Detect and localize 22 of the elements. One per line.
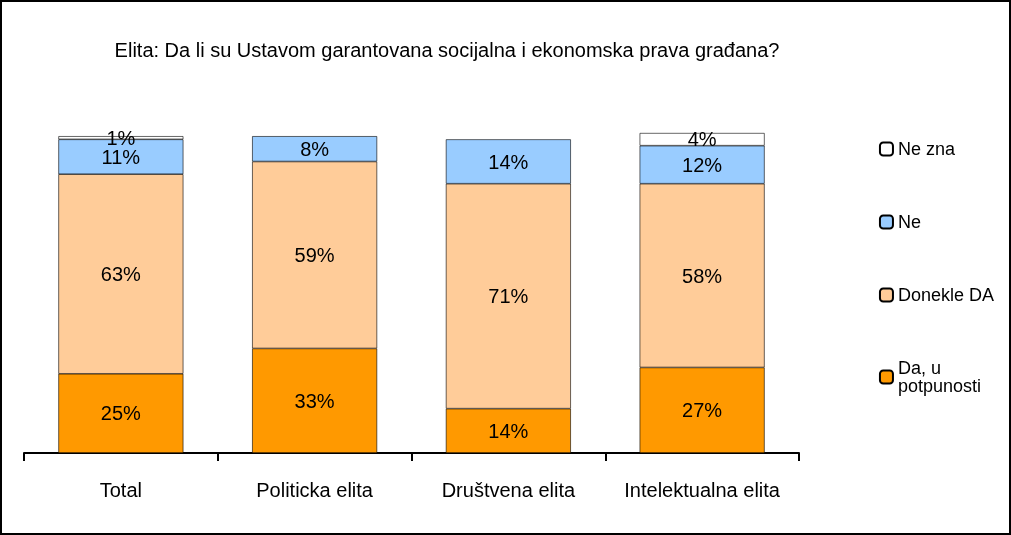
x-tick-label: Društvena elita — [441, 479, 576, 501]
data-label: 58% — [682, 264, 723, 287]
data-label: 59% — [294, 243, 335, 266]
data-label: 8% — [300, 137, 330, 160]
data-label: 25% — [100, 402, 142, 425]
data-label: 12% — [682, 153, 723, 176]
chart-title: Elita: Da li su Ustavom garantovana socijalna i ekonomska prava građana? — [114, 39, 780, 61]
x-tick-label: Intelektualna elita — [624, 479, 781, 501]
data-label: 14% — [488, 150, 529, 173]
data-label: 63% — [100, 262, 142, 285]
legend-label: Donekle DA — [897, 285, 994, 305]
data-label: 71% — [488, 285, 529, 308]
x-tick-label: Total — [99, 479, 142, 501]
data-label: 11% — [101, 145, 141, 168]
legend-label: Ne — [897, 212, 921, 232]
data-label: 27% — [682, 399, 723, 422]
legend-label: Ne zna — [897, 139, 956, 159]
legend-label: Da, u potpunosti — [897, 358, 982, 396]
x-tick-label: Politicka elita — [256, 479, 374, 501]
data-label: 4% — [687, 128, 717, 151]
data-label: 14% — [488, 419, 529, 442]
data-label: 33% — [294, 389, 335, 412]
